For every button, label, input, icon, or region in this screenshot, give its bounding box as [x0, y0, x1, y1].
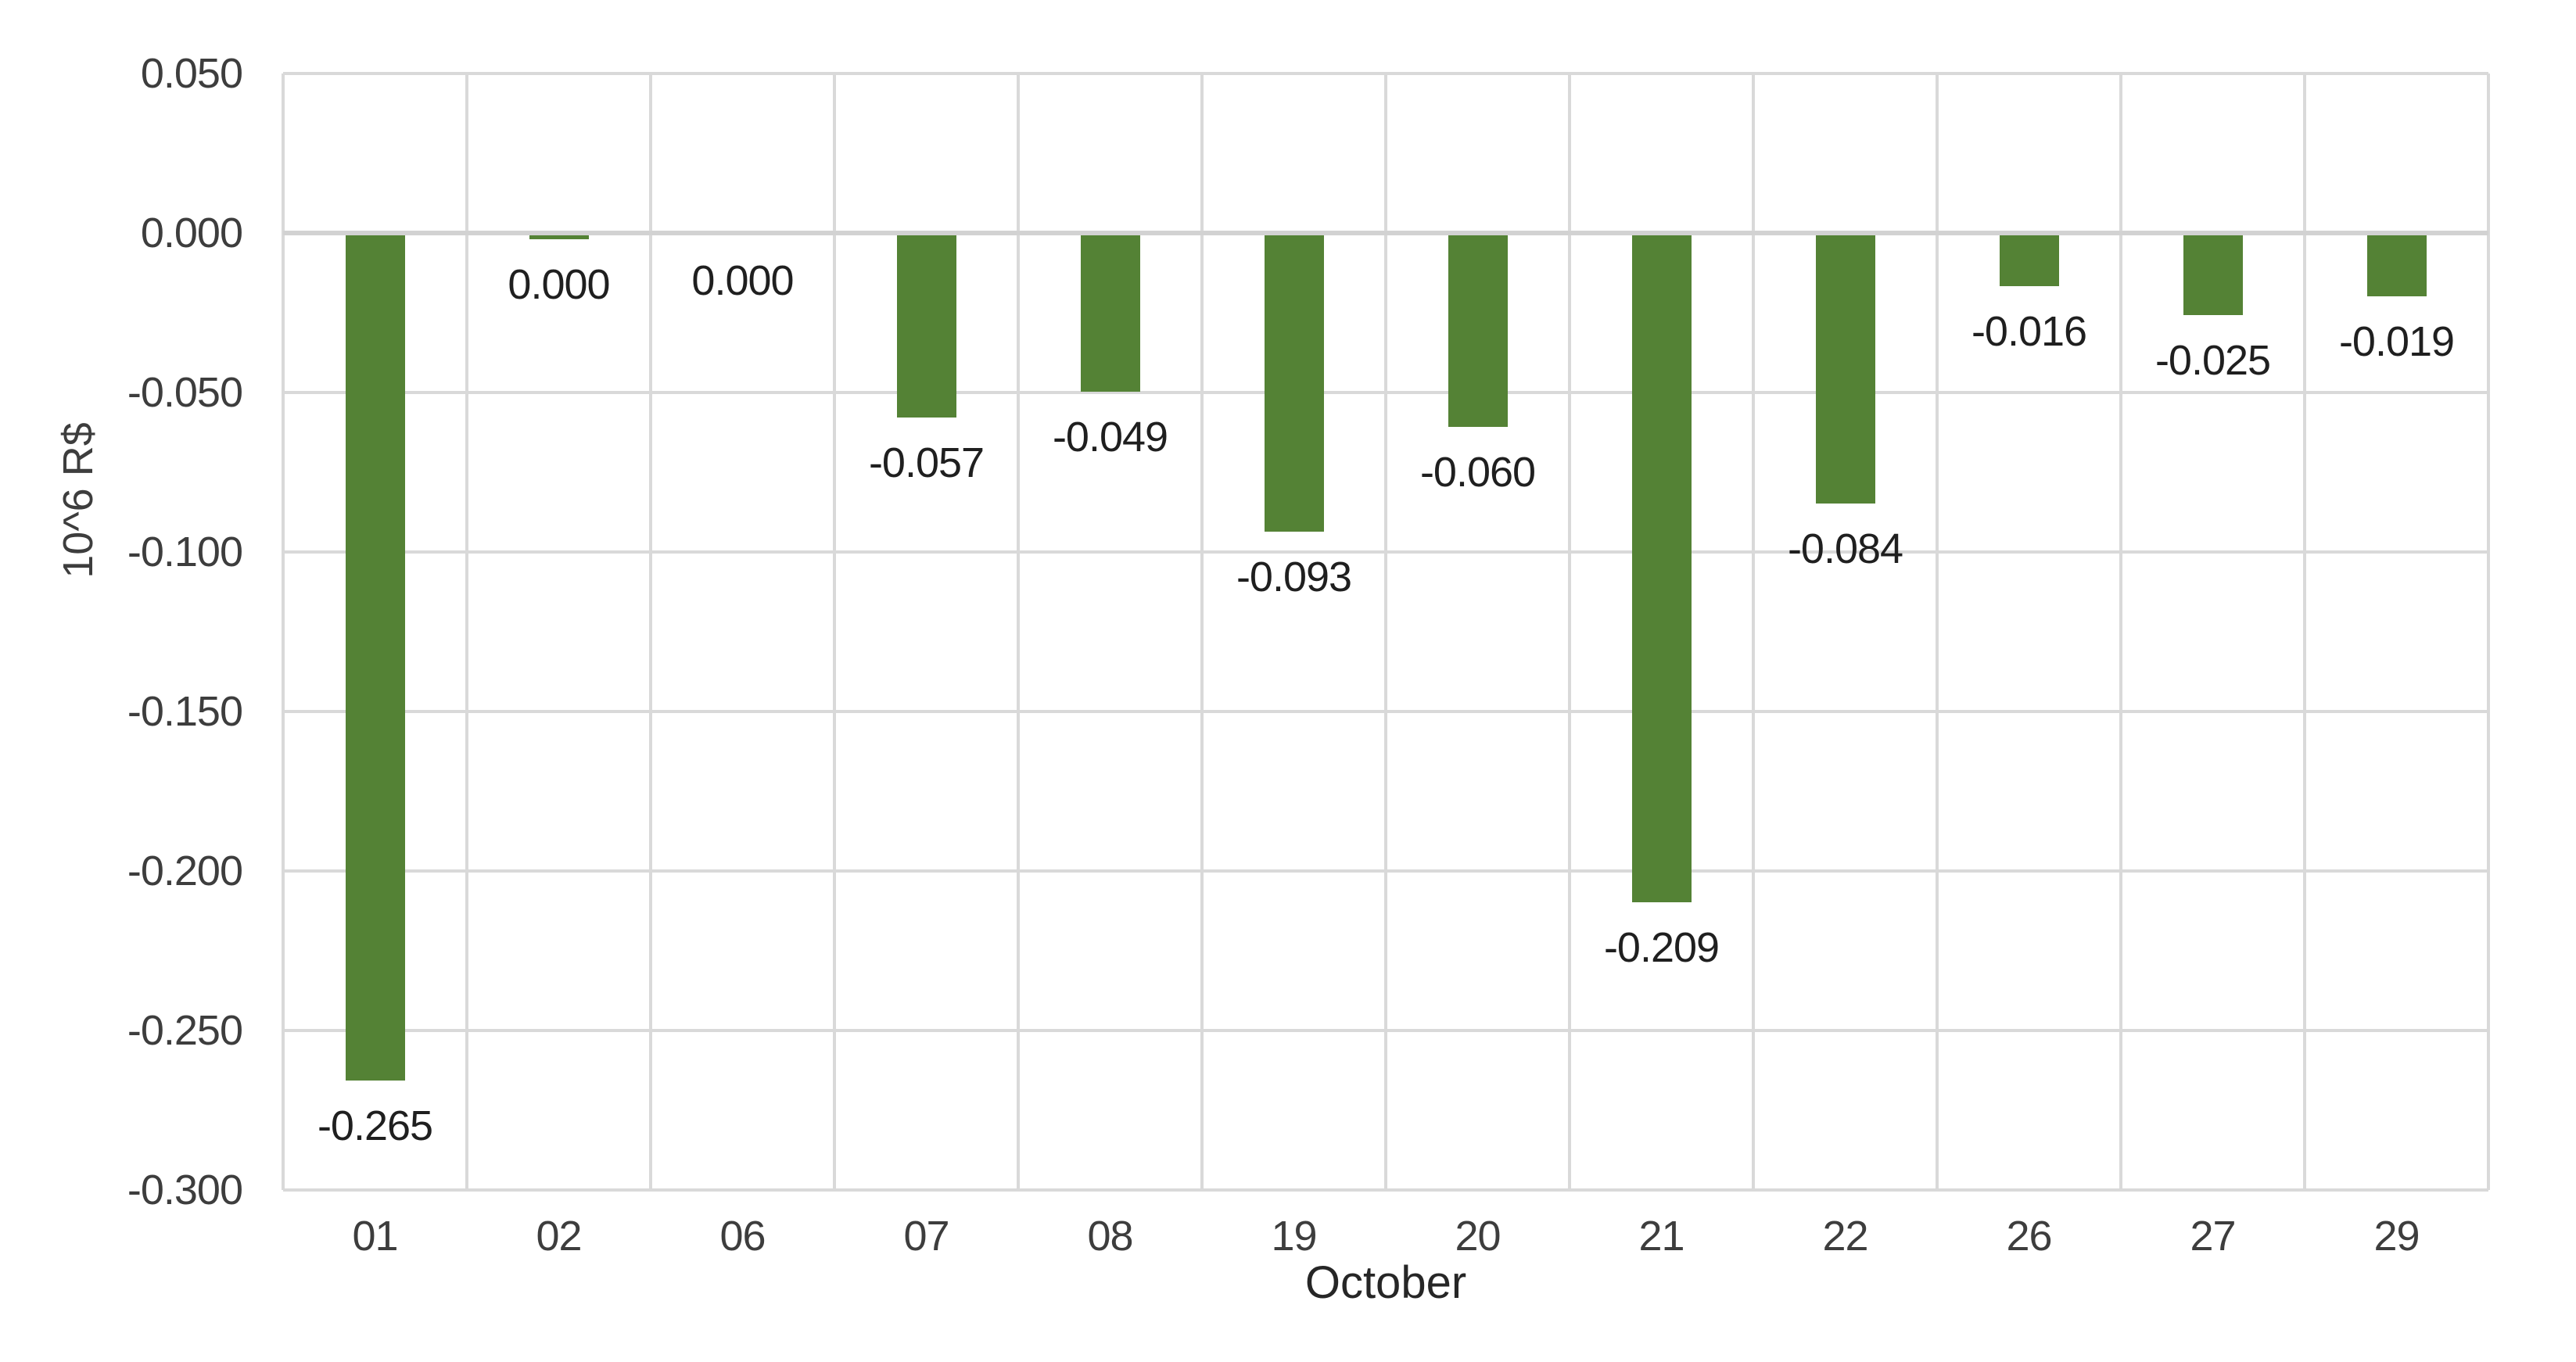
data-label-29: -0.019	[2338, 318, 2455, 365]
category-axis-line	[283, 231, 2488, 235]
vertical-gridline	[833, 73, 836, 1190]
data-label-21: -0.209	[1603, 924, 1720, 971]
vertical-gridline	[1384, 73, 1387, 1190]
vertical-gridline	[282, 73, 285, 1190]
vertical-gridline	[1017, 73, 1020, 1190]
y-axis-tick-label: -0.300	[127, 1167, 243, 1213]
vertical-gridline	[1936, 73, 1939, 1190]
bar-29[interactable]	[2366, 235, 2427, 296]
x-axis-title: October	[1304, 1257, 1467, 1308]
vertical-gridline	[1200, 73, 1204, 1190]
horizontal-gridline	[283, 1188, 2488, 1192]
y-axis-tick-label: 0.050	[140, 50, 243, 97]
x-axis-tick-label: 22	[1822, 1213, 1868, 1260]
x-axis-tick-label: 01	[352, 1213, 398, 1260]
data-label-27: -0.025	[2154, 337, 2271, 384]
horizontal-gridline	[283, 710, 2488, 713]
data-label-07: -0.057	[868, 439, 985, 486]
x-axis-tick-label: 08	[1087, 1213, 1133, 1260]
bar-27[interactable]	[2183, 235, 2243, 315]
y-axis-tick-label: -0.050	[127, 369, 243, 416]
x-axis-tick-label: 07	[903, 1213, 949, 1260]
y-axis-tick-label: -0.200	[127, 848, 243, 894]
horizontal-gridline	[283, 1029, 2488, 1032]
vertical-gridline	[1752, 73, 1755, 1190]
vertical-gridline	[1568, 73, 1571, 1190]
vertical-gridline	[465, 73, 468, 1190]
x-axis-tick-label: 27	[2190, 1213, 2236, 1260]
data-label-19: -0.093	[1236, 554, 1352, 600]
bar-02[interactable]	[529, 235, 589, 239]
horizontal-gridline	[283, 550, 2488, 554]
vertical-gridline	[2487, 73, 2490, 1190]
bar-07[interactable]	[896, 235, 956, 418]
data-label-06: 0.000	[691, 257, 794, 304]
x-axis-tick-label: 19	[1271, 1213, 1317, 1260]
bar-26[interactable]	[1999, 235, 2059, 286]
bar-01[interactable]	[345, 235, 405, 1081]
x-axis-tick-label: 26	[2006, 1213, 2052, 1260]
x-axis-tick-label: 06	[719, 1213, 766, 1260]
horizontal-gridline	[283, 391, 2488, 394]
data-label-22: -0.084	[1787, 525, 1903, 572]
data-label-26: -0.016	[1971, 308, 2087, 355]
data-label-01: -0.265	[317, 1102, 433, 1149]
y-axis-tick-label: 0.000	[140, 210, 243, 256]
x-axis-tick-label: 29	[2373, 1213, 2420, 1260]
horizontal-gridline	[283, 72, 2488, 75]
data-label-20: -0.060	[1419, 449, 1536, 496]
y-axis-tick-label: -0.150	[127, 688, 243, 735]
bar-20[interactable]	[1448, 235, 1508, 427]
bar-08[interactable]	[1080, 235, 1140, 392]
bar-19[interactable]	[1264, 235, 1324, 532]
y-axis-tick-label: -0.100	[127, 529, 243, 575]
y-axis-tick-label: -0.250	[127, 1007, 243, 1054]
x-axis-tick-label: 21	[1638, 1213, 1684, 1260]
horizontal-gridline	[283, 869, 2488, 873]
bar-21[interactable]	[1631, 235, 1692, 902]
vertical-gridline	[2303, 73, 2306, 1190]
data-label-08: -0.049	[1052, 414, 1168, 461]
bar-22[interactable]	[1815, 235, 1875, 504]
x-axis-tick-label: 02	[536, 1213, 582, 1260]
x-axis-tick-label: 20	[1455, 1213, 1501, 1260]
vertical-gridline	[649, 73, 652, 1190]
data-label-02: 0.000	[508, 261, 610, 308]
vertical-gridline	[2119, 73, 2122, 1190]
